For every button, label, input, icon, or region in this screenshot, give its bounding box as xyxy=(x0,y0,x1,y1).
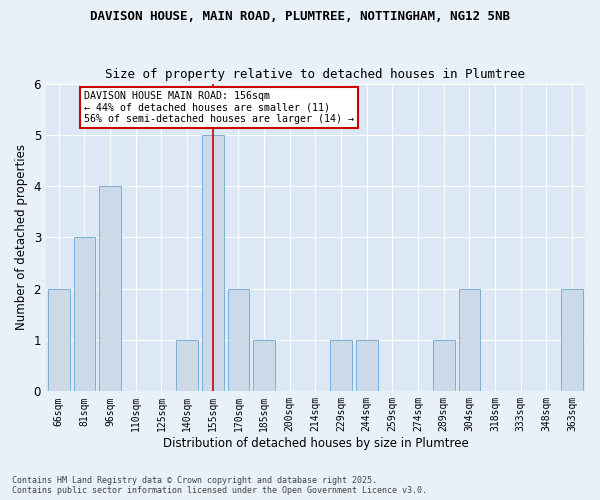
Bar xyxy=(99,186,121,392)
Bar xyxy=(202,135,224,392)
Text: Contains HM Land Registry data © Crown copyright and database right 2025.
Contai: Contains HM Land Registry data © Crown c… xyxy=(12,476,427,495)
Y-axis label: Number of detached properties: Number of detached properties xyxy=(15,144,28,330)
Text: DAVISON HOUSE, MAIN ROAD, PLUMTREE, NOTTINGHAM, NG12 5NB: DAVISON HOUSE, MAIN ROAD, PLUMTREE, NOTT… xyxy=(90,10,510,23)
Bar xyxy=(458,288,481,392)
Bar xyxy=(74,238,95,392)
Text: DAVISON HOUSE MAIN ROAD: 156sqm
← 44% of detached houses are smaller (11)
56% of: DAVISON HOUSE MAIN ROAD: 156sqm ← 44% of… xyxy=(85,92,355,124)
X-axis label: Distribution of detached houses by size in Plumtree: Distribution of detached houses by size … xyxy=(163,437,469,450)
Title: Size of property relative to detached houses in Plumtree: Size of property relative to detached ho… xyxy=(106,68,526,81)
Bar xyxy=(561,288,583,392)
Bar xyxy=(330,340,352,392)
Bar xyxy=(356,340,378,392)
Bar xyxy=(253,340,275,392)
Bar xyxy=(433,340,455,392)
Bar xyxy=(48,288,70,392)
Bar xyxy=(227,288,250,392)
Bar xyxy=(176,340,198,392)
